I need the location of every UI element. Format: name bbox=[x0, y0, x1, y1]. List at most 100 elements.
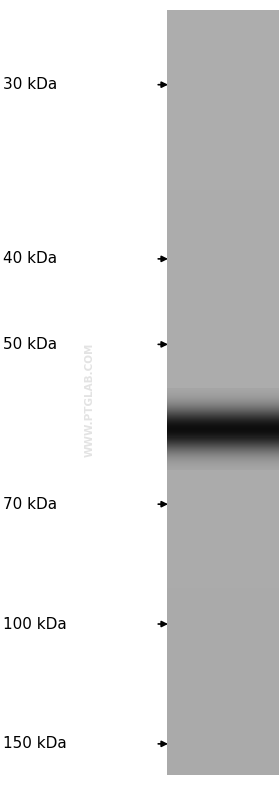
Bar bbox=[167, 583, 279, 588]
Bar bbox=[167, 549, 279, 553]
Bar bbox=[167, 594, 279, 599]
Bar bbox=[167, 686, 279, 691]
Bar bbox=[167, 101, 279, 106]
Bar bbox=[167, 400, 279, 402]
Bar bbox=[167, 247, 279, 251]
Bar bbox=[167, 205, 279, 209]
Bar bbox=[167, 400, 279, 401]
Bar bbox=[167, 414, 279, 415]
Bar bbox=[167, 682, 279, 687]
Bar bbox=[167, 462, 279, 463]
Bar bbox=[167, 442, 279, 446]
Bar bbox=[167, 228, 279, 233]
Bar bbox=[167, 736, 279, 741]
Bar bbox=[167, 421, 279, 422]
Bar bbox=[167, 671, 279, 676]
Bar bbox=[167, 568, 279, 572]
Bar bbox=[167, 331, 279, 336]
Bar bbox=[167, 463, 279, 465]
Bar bbox=[167, 29, 279, 34]
Bar bbox=[167, 435, 279, 436]
Bar bbox=[167, 220, 279, 225]
Text: 70 kDa: 70 kDa bbox=[3, 497, 57, 511]
Bar bbox=[167, 678, 279, 683]
Bar bbox=[167, 361, 279, 366]
Bar bbox=[167, 610, 279, 614]
Bar bbox=[167, 185, 279, 190]
Bar bbox=[167, 457, 279, 462]
Bar bbox=[167, 170, 279, 175]
Bar bbox=[167, 710, 279, 714]
Bar bbox=[167, 675, 279, 679]
Bar bbox=[167, 545, 279, 550]
Bar bbox=[167, 339, 279, 343]
Bar bbox=[167, 235, 279, 240]
Bar bbox=[167, 67, 279, 72]
Bar bbox=[167, 18, 279, 22]
Bar bbox=[167, 411, 279, 413]
Bar bbox=[167, 254, 279, 259]
Bar bbox=[167, 40, 279, 45]
Bar bbox=[167, 426, 279, 427]
Bar bbox=[167, 86, 279, 90]
Bar bbox=[167, 262, 279, 267]
Bar bbox=[167, 209, 279, 213]
Bar bbox=[167, 136, 279, 141]
Bar bbox=[167, 445, 279, 447]
Bar bbox=[167, 579, 279, 584]
Bar bbox=[167, 312, 279, 316]
Bar bbox=[167, 162, 279, 167]
Bar bbox=[167, 417, 279, 418]
Bar bbox=[167, 487, 279, 492]
Bar bbox=[167, 606, 279, 610]
Bar bbox=[167, 534, 279, 538]
Bar bbox=[167, 449, 279, 451]
Bar bbox=[167, 407, 279, 409]
Bar bbox=[167, 71, 279, 75]
Bar bbox=[167, 376, 279, 381]
Bar bbox=[167, 412, 279, 414]
Bar bbox=[167, 483, 279, 488]
Bar bbox=[167, 571, 279, 576]
Bar bbox=[167, 350, 279, 355]
Bar bbox=[167, 515, 279, 519]
Bar bbox=[167, 476, 279, 481]
Bar bbox=[167, 143, 279, 148]
Bar bbox=[167, 453, 279, 458]
Bar bbox=[167, 467, 279, 469]
Bar bbox=[167, 232, 279, 236]
Bar bbox=[167, 560, 279, 565]
Bar bbox=[167, 430, 279, 435]
Bar bbox=[167, 698, 279, 702]
Bar bbox=[167, 552, 279, 557]
Bar bbox=[167, 460, 279, 462]
Bar bbox=[167, 428, 279, 429]
Bar bbox=[167, 197, 279, 201]
Text: 50 kDa: 50 kDa bbox=[3, 337, 57, 352]
Bar bbox=[167, 159, 279, 163]
Bar bbox=[167, 690, 279, 695]
Bar bbox=[167, 281, 279, 286]
Bar bbox=[167, 556, 279, 561]
Bar bbox=[167, 663, 279, 668]
Bar bbox=[167, 429, 279, 431]
Bar bbox=[167, 193, 279, 197]
Bar bbox=[167, 365, 279, 370]
Bar bbox=[167, 403, 279, 405]
Bar bbox=[167, 394, 279, 396]
Bar bbox=[167, 44, 279, 49]
Text: 40 kDa: 40 kDa bbox=[3, 252, 57, 266]
Bar bbox=[167, 147, 279, 152]
Bar bbox=[167, 323, 279, 328]
Bar bbox=[167, 464, 279, 469]
Bar bbox=[167, 335, 279, 340]
Bar bbox=[167, 564, 279, 569]
Bar bbox=[167, 472, 279, 477]
Bar bbox=[167, 10, 279, 14]
Bar bbox=[167, 713, 279, 718]
Bar bbox=[167, 392, 279, 394]
Bar bbox=[167, 342, 279, 347]
Bar bbox=[167, 433, 279, 435]
Bar bbox=[167, 423, 279, 425]
Bar bbox=[167, 320, 279, 324]
